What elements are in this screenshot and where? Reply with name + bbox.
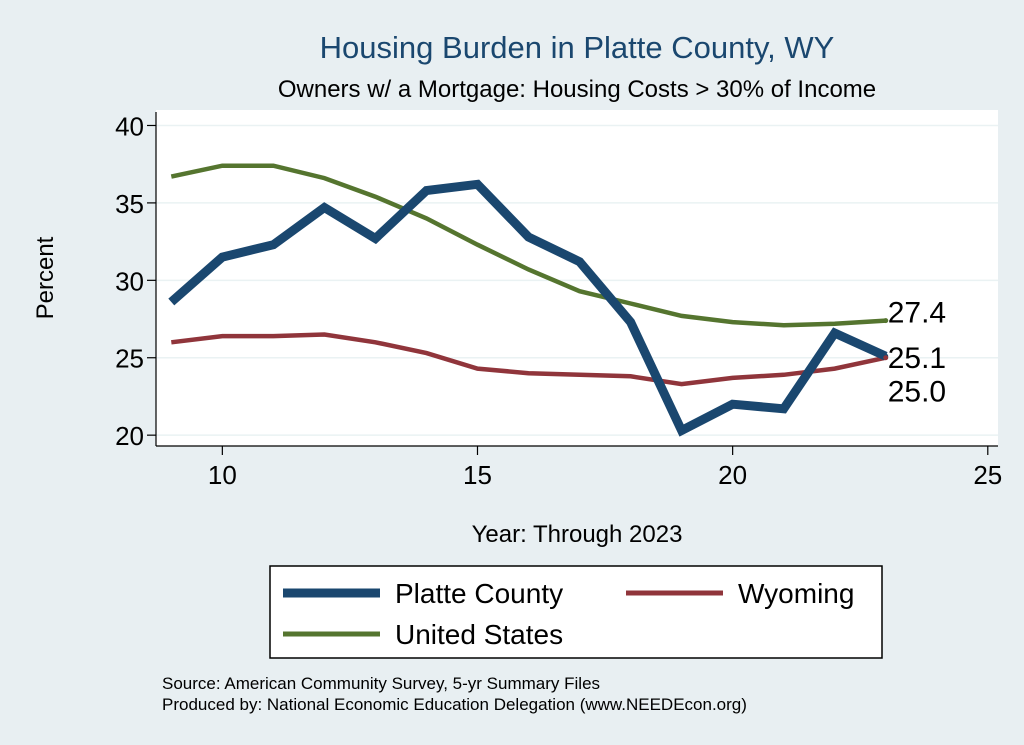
end-value-label: 27.4 — [888, 297, 946, 330]
axes-layer: 20 25 30 35 40 10 15 20 25 — [115, 111, 1002, 490]
y-tick-label: 30 — [115, 266, 144, 296]
y-tick-label: 40 — [115, 111, 144, 141]
end-labels-layer: 25.125.0 27.4 — [883, 297, 946, 409]
grid-layer — [156, 124, 998, 436]
x-tick-label: 10 — [208, 460, 237, 490]
end-value-label: 25.0 — [888, 376, 946, 409]
x-tick-label: 20 — [718, 460, 747, 490]
x-axis-title: Year: Through 2023 — [472, 521, 683, 548]
series-line-platte-county — [168, 179, 888, 437]
chart-title: Housing Burden in Platte County, WY — [320, 30, 835, 65]
end-point-marker — [883, 355, 889, 361]
legend-label: Wyoming — [738, 578, 854, 609]
legend-box — [269, 565, 883, 659]
legend-label: Platte County — [395, 578, 563, 609]
series-line-wyoming — [171, 332, 887, 387]
chart-subtitle: Owners w/ a Mortgage: Housing Costs > 30… — [278, 76, 876, 103]
end-point-marker — [883, 318, 889, 324]
legend: Platte County Wyoming United States — [283, 578, 854, 650]
legend-label: United States — [395, 619, 563, 650]
y-axis-title: Percent — [32, 236, 59, 319]
x-tick-label: 15 — [463, 460, 492, 490]
source-note: Source: American Community Survey, 5-yr … — [162, 674, 600, 693]
y-tick-label: 35 — [115, 189, 144, 219]
y-tick-label: 25 — [115, 344, 144, 374]
end-value-label: 25.1 — [888, 342, 946, 375]
x-tick-label: 25 — [973, 460, 1002, 490]
series-line-united-states — [170, 163, 886, 328]
plot-area — [156, 110, 998, 446]
produced-note: Produced by: National Economic Education… — [162, 695, 747, 714]
y-tick-label: 20 — [115, 421, 144, 451]
series-layer — [168, 163, 888, 437]
